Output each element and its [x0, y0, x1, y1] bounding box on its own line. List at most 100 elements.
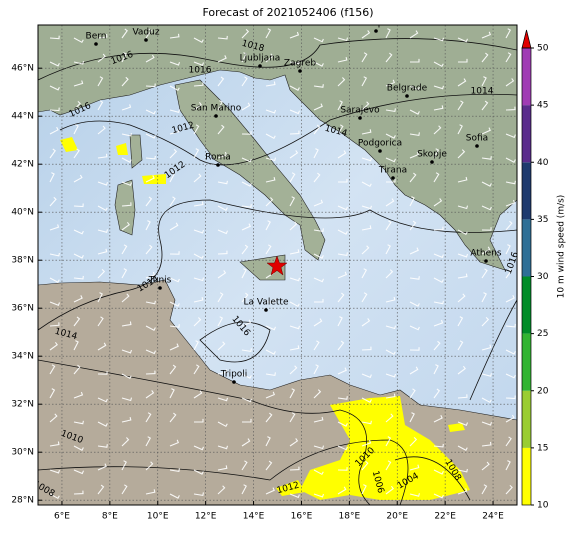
city-label: Sofia	[466, 134, 488, 144]
wind-barb	[481, 421, 493, 426]
wind-barb	[241, 29, 250, 39]
city-dot	[258, 64, 262, 68]
wind-barb	[385, 108, 396, 113]
wind-barb	[361, 268, 368, 279]
city-label: Athens	[470, 249, 501, 259]
wind-barb	[49, 196, 57, 207]
wind-barb	[169, 109, 181, 113]
wind-barb	[289, 85, 300, 91]
wind-barb	[361, 181, 372, 188]
wind-barb	[265, 133, 276, 140]
y-tick-label: 40°N	[11, 208, 34, 218]
wind-barb	[313, 172, 321, 183]
wind-barb	[121, 293, 130, 303]
wind-barb	[409, 151, 420, 159]
wind-barb	[241, 131, 252, 135]
wind-barb	[265, 436, 271, 447]
wind-barb	[361, 397, 372, 403]
wind-barb	[97, 463, 107, 471]
wind-barb	[409, 30, 419, 39]
wind-barb	[49, 61, 60, 67]
wind-barb	[121, 76, 129, 87]
wind-barb	[217, 341, 226, 351]
wind-barb	[385, 52, 393, 63]
wind-barb	[49, 388, 56, 399]
wind-barb	[409, 196, 415, 207]
colorbar-label: 10 m wind speed (m/s)	[557, 195, 567, 299]
colorbar-segment	[522, 105, 531, 163]
wind-barb	[289, 130, 300, 135]
wind-barb	[337, 486, 347, 495]
wind-barb	[505, 180, 516, 185]
wind-barb	[385, 133, 396, 139]
city-label: San Marino	[191, 104, 242, 114]
wind-barb	[73, 37, 84, 44]
x-tick-label: 20°E	[386, 512, 408, 522]
wind-barb	[481, 292, 487, 303]
wind-barb	[49, 224, 60, 231]
wind-barb	[241, 418, 252, 423]
wind-barb	[145, 489, 156, 495]
wind-barb	[97, 33, 108, 39]
wind-barb	[121, 104, 132, 111]
colorbar-segment	[522, 48, 531, 106]
wind-barb	[145, 370, 156, 375]
wind-barb	[241, 204, 252, 208]
wind-barb	[73, 124, 79, 135]
wind-barb	[457, 468, 468, 473]
land-europe	[38, 25, 517, 271]
wind-barb	[433, 226, 444, 231]
wind-barb	[241, 157, 252, 163]
wind-barb	[385, 244, 391, 255]
wind-barb	[361, 30, 371, 39]
wind-barb	[169, 61, 181, 66]
wind-barb	[313, 84, 324, 88]
wind-barb	[121, 28, 128, 39]
wind-barb	[49, 469, 61, 474]
wind-barb	[145, 220, 151, 231]
wind-barb	[457, 293, 466, 303]
wind-barb	[49, 322, 60, 327]
wind-barb	[241, 244, 249, 255]
wind-barb	[121, 484, 128, 495]
wind-barb	[313, 103, 323, 111]
wind-barb	[241, 484, 247, 495]
wind-barb	[505, 395, 516, 400]
wind-barb	[337, 37, 349, 42]
wind-barb	[385, 178, 396, 183]
wind-barb	[49, 441, 60, 447]
wind-barb	[169, 33, 180, 39]
wind-barb	[97, 397, 108, 403]
wind-barb	[313, 37, 324, 43]
wind-barb	[313, 277, 325, 283]
wind-barb	[97, 371, 108, 375]
wind-barb	[289, 301, 300, 308]
wind-barb	[313, 61, 324, 67]
wind-barb	[217, 76, 225, 87]
colorbar-tick-label: 10	[537, 501, 549, 511]
wind-barb	[313, 469, 324, 476]
colorbar-segment	[522, 333, 531, 391]
wind-barb	[361, 484, 367, 495]
wind-barb	[289, 325, 301, 330]
wind-barb	[433, 85, 445, 90]
wind-barb	[313, 364, 319, 375]
wind-barb	[457, 124, 463, 135]
title: Forecast of 2021052406 (f156)	[202, 6, 373, 19]
wind-barb	[241, 348, 252, 353]
wind-barb	[241, 223, 251, 231]
wind-barb	[337, 340, 345, 351]
land-corsica	[129, 134, 143, 169]
city-dot	[391, 176, 395, 180]
wind-barb	[361, 76, 368, 87]
wind-barb	[193, 445, 205, 451]
wind-barb	[433, 198, 443, 207]
wind-barb	[457, 488, 468, 495]
colorbar-tick-label: 40	[537, 158, 549, 168]
wind-barb	[169, 172, 175, 183]
wind-barb	[217, 124, 225, 135]
map-area: Bern Vaduz Budapest Ljubljana Zagreb San Mari…	[38, 25, 517, 505]
wind-barb	[337, 77, 346, 87]
wind-barb	[217, 100, 223, 111]
